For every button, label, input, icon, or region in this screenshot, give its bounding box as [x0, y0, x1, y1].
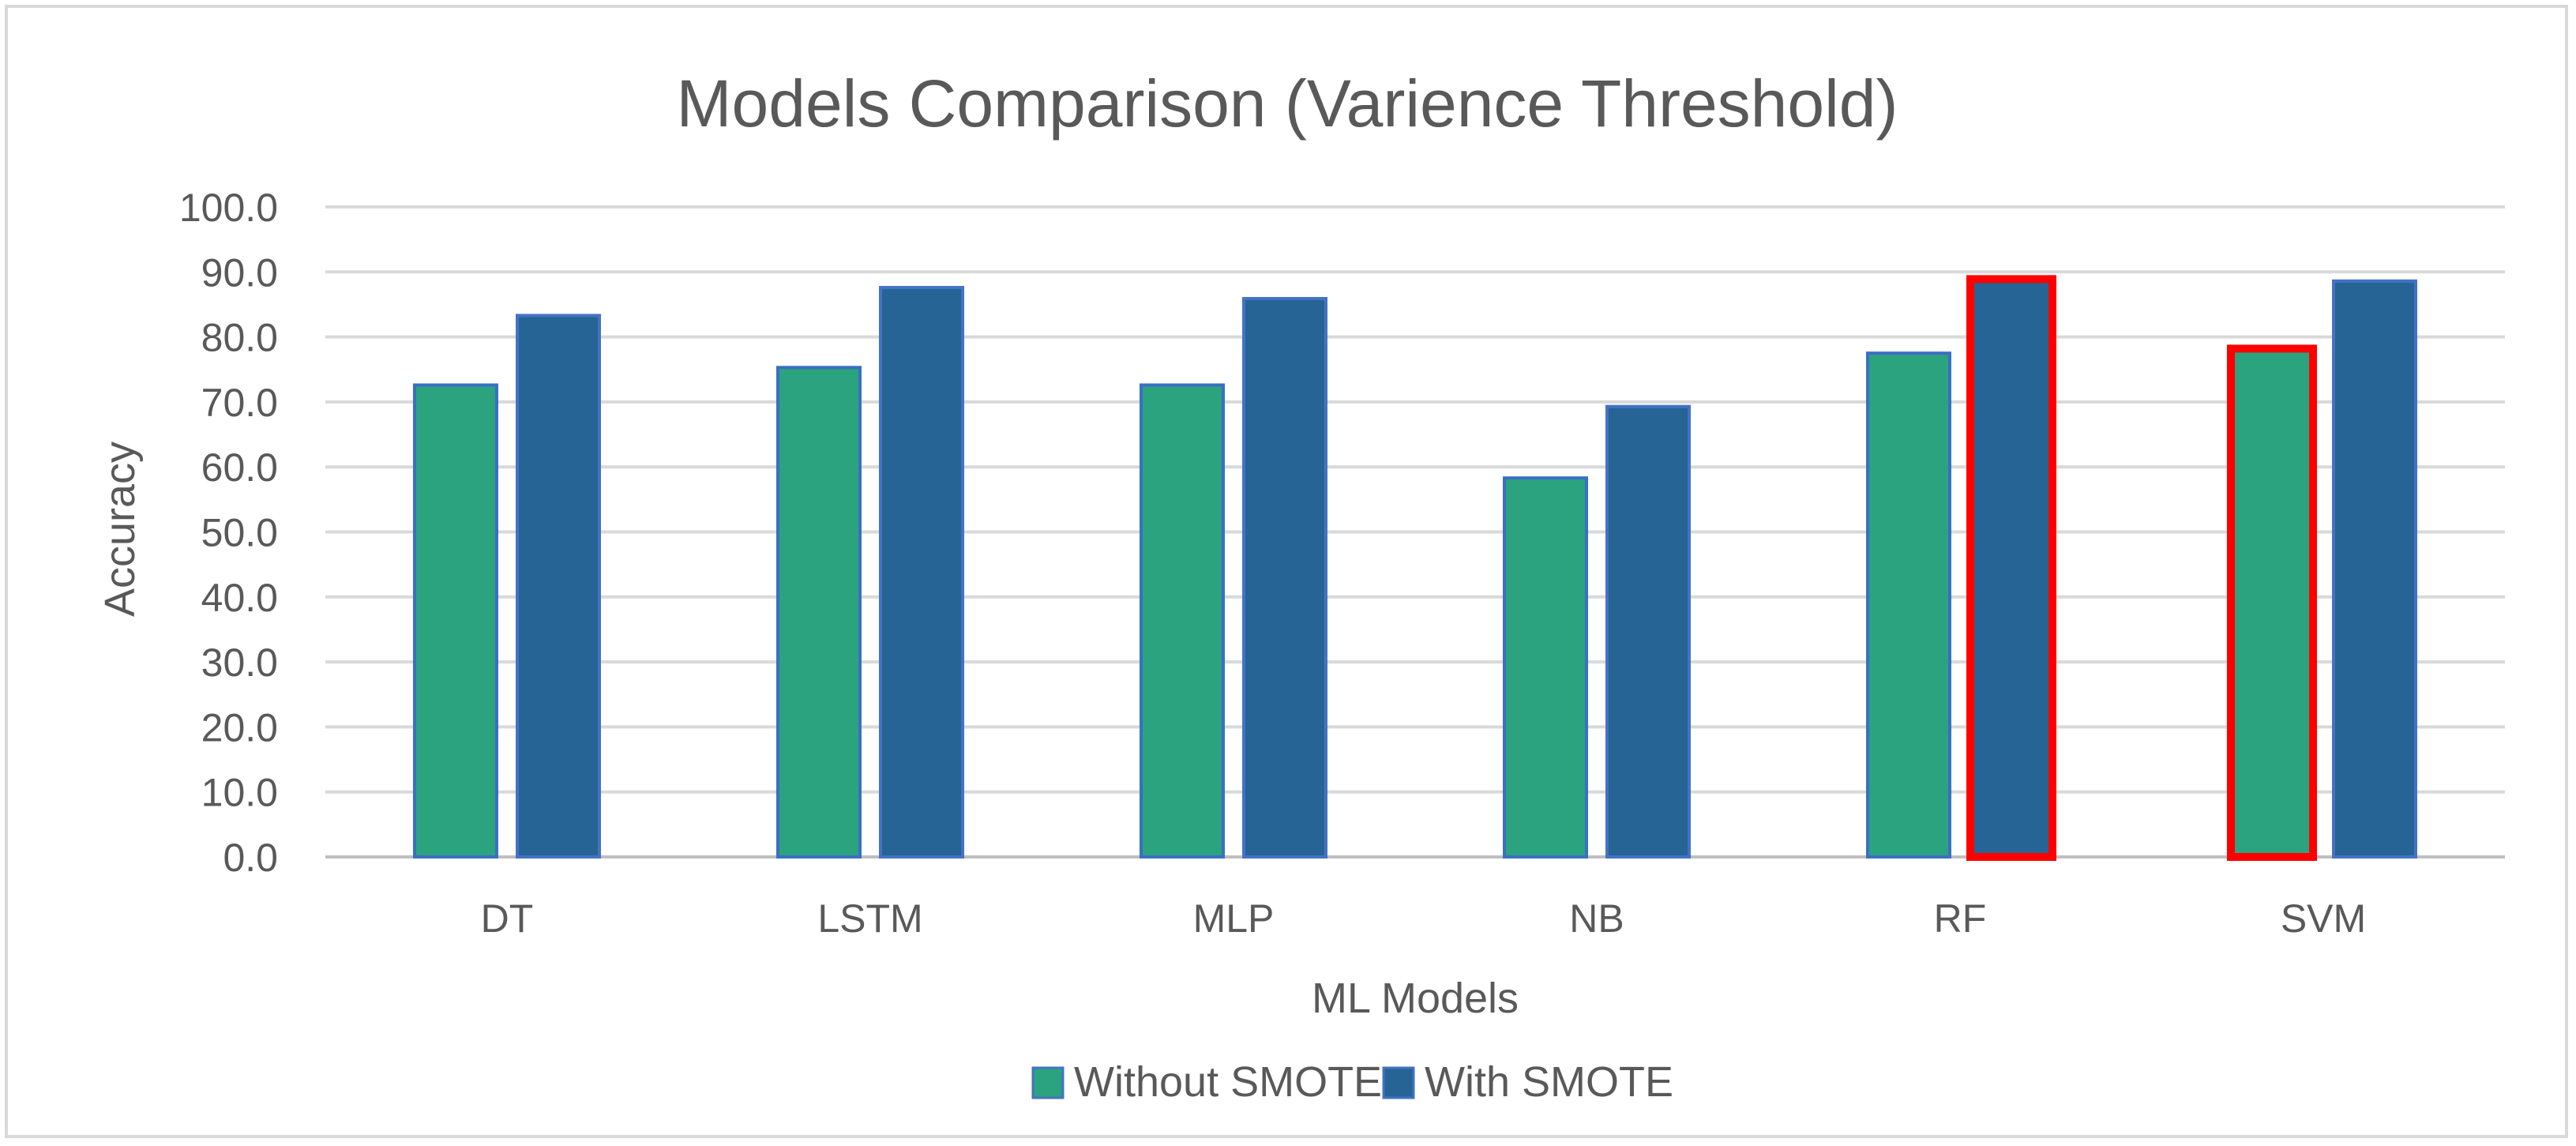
y-tick-label: 100.0 [179, 186, 278, 230]
chart-title: Models Comparison (Varience Threshold) [677, 66, 1898, 141]
bar-lstm-without-smote [776, 366, 862, 859]
bar-lstm-with-smote [879, 286, 964, 859]
bar-mlp-without-smote [1140, 383, 1225, 859]
x-tick-label: RF [1934, 896, 1987, 941]
legend: Without SMOTE With SMOTE [1031, 1058, 1673, 1106]
x-tick-label: DT [481, 896, 534, 941]
bar-svm-with-smote [2332, 279, 2417, 859]
bar-rf-with-smote [1966, 275, 2056, 861]
x-tick-label: SVM [2281, 896, 2366, 941]
y-tick-labels: 0.0 10.0 20.0 30.0 40.0 50.0 60.0 70.0 80.0 90.0 1… [179, 186, 278, 880]
legend-swatch-with-smote [1382, 1066, 1415, 1099]
bars [413, 275, 2417, 861]
y-tick-label: 80.0 [201, 316, 278, 360]
bar-nb-with-smote [1605, 404, 1691, 859]
gridlines [325, 205, 2505, 859]
y-tick-label: 30.0 [201, 641, 278, 685]
x-tick-label: NB [1569, 896, 1624, 941]
y-tick-label: 60.0 [201, 445, 278, 490]
legend-swatch-without-smote [1031, 1066, 1065, 1099]
bar-dt-without-smote [413, 383, 498, 859]
legend-label: With SMOTE [1425, 1058, 1673, 1106]
y-tick-label: 20.0 [201, 705, 278, 750]
x-tick-label: MLP [1193, 896, 1275, 941]
y-tick-label: 50.0 [201, 511, 278, 555]
bar-dt-with-smote [516, 314, 601, 859]
y-tick-label: 90.0 [201, 250, 278, 295]
y-tick-label: 0.0 [223, 836, 278, 880]
y-tick-label: 40.0 [201, 576, 278, 620]
y-tick-label: 70.0 [201, 381, 278, 425]
x-tick-labels: DT LSTM MLP NB RF SVM [481, 896, 2367, 941]
legend-label: Without SMOTE [1074, 1058, 1382, 1106]
bar-rf-without-smote [1866, 351, 1951, 859]
y-axis-label: Accuracy [96, 441, 144, 617]
y-tick-label: 10.0 [201, 771, 278, 815]
x-tick-label: LSTM [817, 896, 922, 941]
bar-nb-without-smote [1503, 476, 1588, 859]
bar-mlp-with-smote [1242, 297, 1327, 859]
bar-svm-without-smote [2227, 344, 2317, 861]
x-axis-label: ML Models [1312, 975, 1519, 1022]
